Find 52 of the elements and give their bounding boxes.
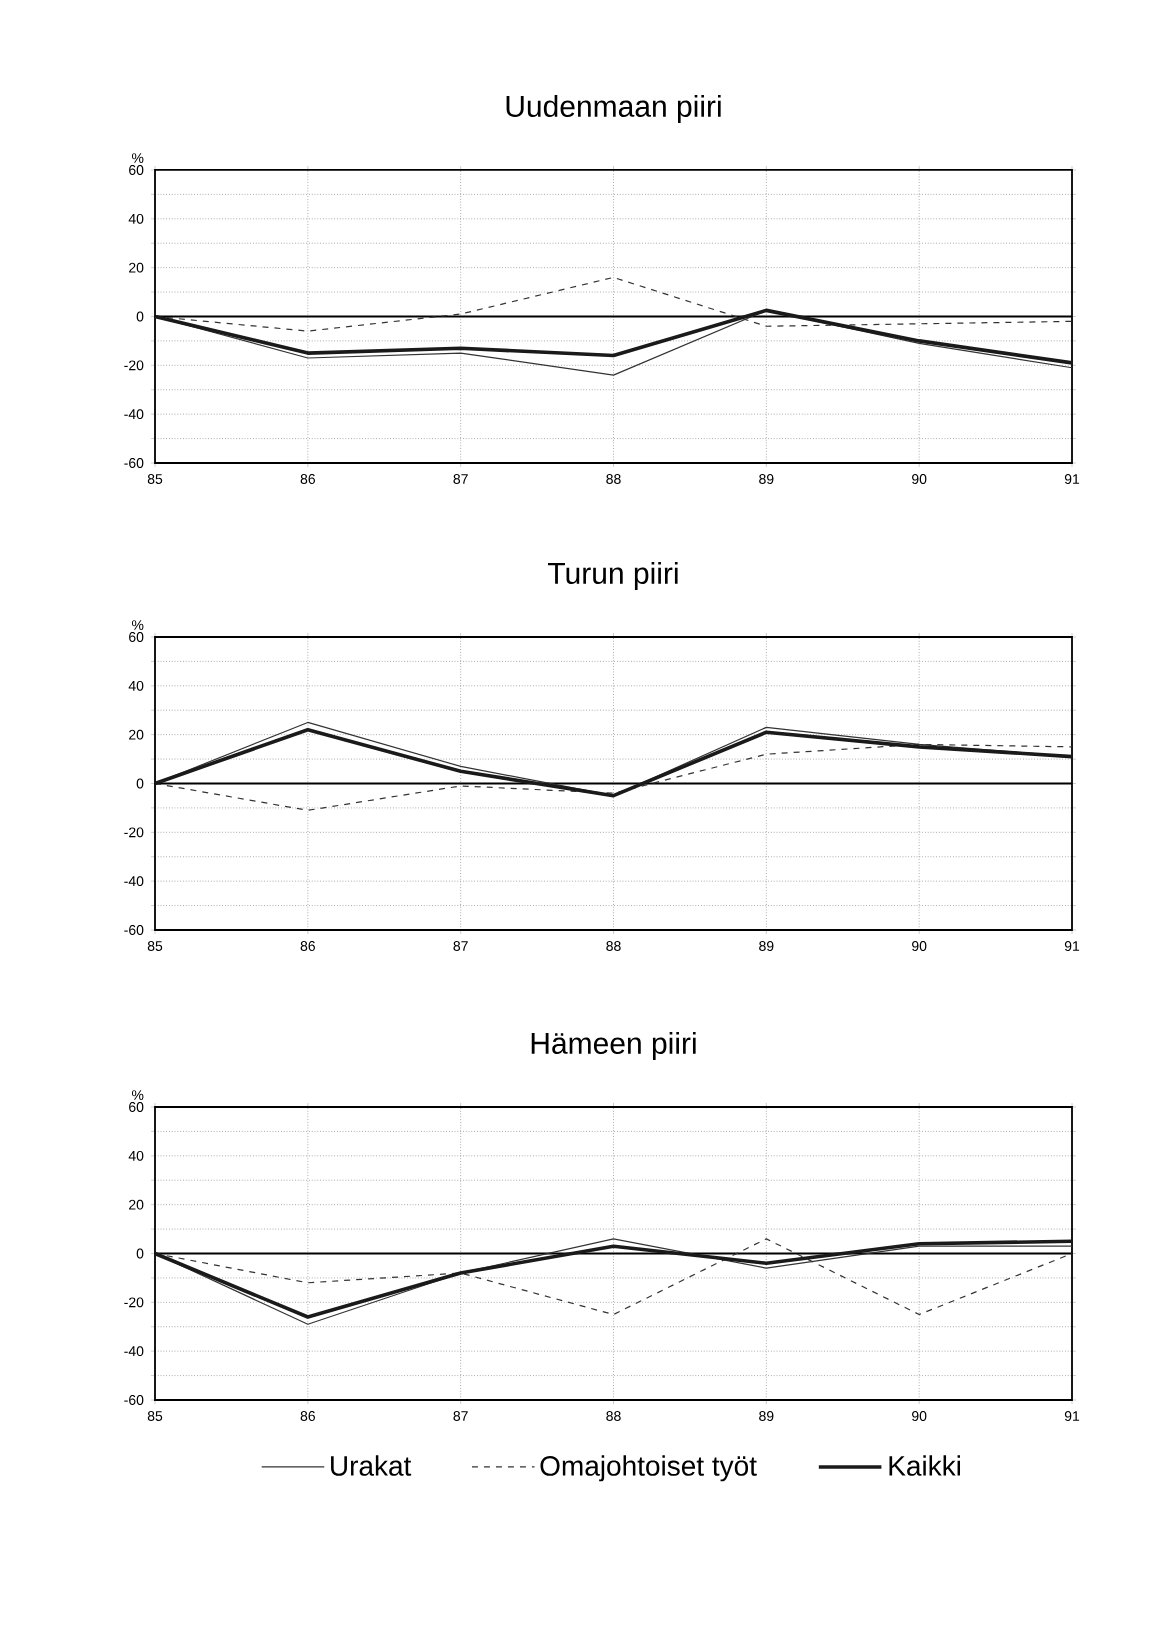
y-tick-label: 40 [128, 1150, 144, 1161]
x-tick-label: 85 [147, 474, 163, 484]
x-tick-label: 86 [300, 1411, 315, 1421]
y-tick-label: -20 [124, 827, 144, 838]
y-tick-label: 0 [136, 1248, 144, 1259]
line-series [153, 308, 1074, 365]
y-axis-title: % [131, 620, 144, 630]
x-tick-label: 91 [1064, 1411, 1080, 1421]
x-tick-label: 85 [147, 1411, 163, 1421]
x-tick-label: 86 [300, 474, 315, 484]
y-axis-title: % [131, 1090, 144, 1100]
x-tick-label: 88 [606, 941, 621, 951]
x-tick-label: 90 [912, 1411, 927, 1421]
x-tick-label: 85 [147, 941, 163, 951]
y-tick-label: 40 [128, 680, 144, 691]
y-tick-label: 0 [136, 778, 144, 789]
x-tick-label: 90 [912, 941, 927, 951]
y-tick-label: -20 [124, 1297, 144, 1308]
y-tick-label: -60 [124, 925, 144, 935]
x-tick-label: 87 [453, 1411, 468, 1421]
chart-title: Uudenmaan piiri [506, 94, 721, 123]
chart-title: Turun piiri [548, 561, 678, 590]
x-tick-label: 89 [759, 941, 774, 951]
legend-label: Omajohtoiset työt [540, 1455, 757, 1482]
legend-label: Urakat [331, 1455, 412, 1476]
y-tick-label: 20 [129, 1199, 144, 1210]
y-tick-label: 20 [129, 262, 144, 273]
y-tick-label: 0 [136, 311, 144, 322]
y-tick-label: -20 [124, 360, 144, 371]
x-tick-label: 88 [606, 474, 621, 484]
y-tick-label: -60 [124, 458, 144, 468]
x-tick-label: 89 [759, 474, 774, 484]
y-tick-label: 60 [129, 1102, 144, 1112]
y-tick-label: -40 [124, 409, 144, 420]
y-tick-label: -60 [124, 1395, 144, 1405]
legend-label: Kaikki [889, 1455, 961, 1476]
y-tick-label: 60 [129, 632, 144, 642]
x-tick-label: 91 [1064, 941, 1080, 951]
chart-title: Hämeen piiri [531, 1031, 696, 1060]
y-tick-label: 20 [129, 729, 144, 740]
x-tick-label: 89 [759, 1411, 774, 1421]
y-tick-label: -40 [124, 876, 144, 887]
y-tick-label: 40 [128, 213, 144, 224]
x-tick-label: 86 [300, 941, 315, 951]
y-tick-label: 60 [129, 165, 144, 175]
x-tick-label: 90 [912, 474, 927, 484]
y-axis-title: % [131, 153, 144, 163]
x-tick-label: 91 [1064, 474, 1080, 484]
y-tick-label: -40 [124, 1346, 144, 1357]
x-tick-label: 87 [453, 941, 468, 951]
x-tick-label: 87 [453, 474, 468, 484]
x-tick-label: 88 [606, 1411, 621, 1421]
